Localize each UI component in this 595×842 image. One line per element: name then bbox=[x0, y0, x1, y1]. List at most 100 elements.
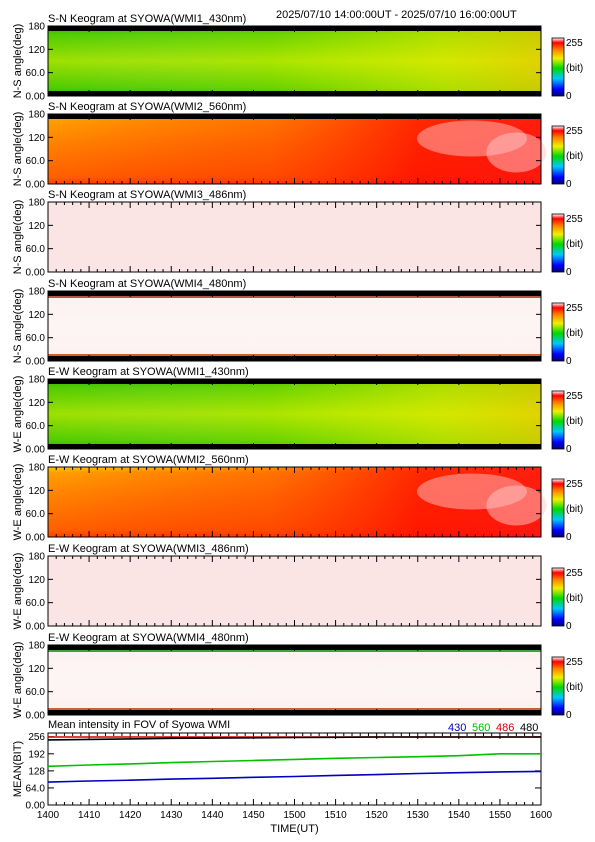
colorbar bbox=[551, 302, 565, 362]
keogram-image-overlay bbox=[48, 202, 541, 272]
y-tick-label: 120 bbox=[28, 221, 45, 232]
y-axis-label: N-S angle(deg) bbox=[12, 24, 24, 99]
panel-title: S-N Keogram at SYOWA(WMI2_560nm) bbox=[48, 101, 246, 113]
x-tick-label: 1430 bbox=[160, 810, 183, 821]
panel-title: E-W Keogram at SYOWA(WMI4_480nm) bbox=[48, 632, 249, 644]
x-axis-label: TIME(UT) bbox=[270, 823, 318, 835]
colorbar-min-label: 0 bbox=[566, 532, 572, 543]
y-tick-label: 60.0 bbox=[26, 333, 46, 344]
series-line-480 bbox=[47, 736, 541, 741]
colorbar-max-label: 255 bbox=[566, 391, 583, 402]
keogram-image-overlay bbox=[48, 291, 541, 361]
x-tick-label: 1500 bbox=[283, 810, 306, 821]
colorbar-unit-label: (bit) bbox=[566, 239, 583, 250]
y-tick-label: 0.00 bbox=[26, 801, 46, 812]
x-tick-label: 1520 bbox=[366, 810, 389, 821]
colorbar-max-label: 255 bbox=[566, 126, 583, 137]
y-tick-label: 60.0 bbox=[26, 156, 46, 167]
keogram-panel: S-N Keogram at SYOWA(WMI1_430nm) 0.00 60.0… bbox=[12, 13, 583, 103]
colorbar bbox=[551, 478, 565, 538]
x-tick-label: 1530 bbox=[407, 810, 430, 821]
y-axis-label: MEAN(BIT) bbox=[12, 741, 24, 797]
colorbar-max-label: 255 bbox=[566, 657, 583, 668]
y-tick-label: 180 bbox=[28, 287, 45, 298]
y-axis-label: W-E angle(deg) bbox=[12, 553, 24, 630]
x-tick-label: 1550 bbox=[489, 810, 512, 821]
series-line-560 bbox=[47, 752, 541, 768]
colorbar-unit-label: (bit) bbox=[566, 328, 583, 339]
y-tick-label: 60.0 bbox=[26, 244, 46, 255]
colorbar-max-label: 255 bbox=[566, 214, 583, 225]
panel-title: S-N Keogram at SYOWA(WMI3_486nm) bbox=[48, 189, 246, 201]
y-tick-label: 120 bbox=[28, 486, 45, 497]
colorbar-unit-label: (bit) bbox=[566, 151, 583, 162]
colorbar-unit-label: (bit) bbox=[566, 416, 583, 427]
y-tick-label: 128 bbox=[28, 766, 45, 777]
time-range-header: 2025/07/10 14:00:00UT - 2025/07/10 16:00… bbox=[276, 9, 517, 21]
panel-title: E-W Keogram at SYOWA(WMI2_560nm) bbox=[48, 454, 249, 466]
keogram-panel: E-W Keogram at SYOWA(WMI2_560nm) 0.00 60.0… bbox=[12, 454, 583, 544]
x-tick-label: 1540 bbox=[448, 810, 471, 821]
y-tick-label: 180 bbox=[28, 198, 45, 209]
keogram-image-overlay bbox=[48, 379, 541, 449]
x-tick-label: 1440 bbox=[201, 810, 224, 821]
colorbar-max-label: 255 bbox=[566, 568, 583, 579]
colorbar-unit-label: (bit) bbox=[566, 504, 583, 515]
y-tick-label: 256 bbox=[28, 732, 45, 743]
panel-title: S-N Keogram at SYOWA(WMI4_480nm) bbox=[48, 278, 246, 290]
y-tick-label: 60.0 bbox=[26, 421, 46, 432]
y-tick-label: 60.0 bbox=[26, 68, 46, 79]
y-tick-label: 120 bbox=[28, 133, 45, 144]
lineplot-frame bbox=[47, 732, 542, 806]
y-tick-label: 60.0 bbox=[26, 687, 46, 698]
keogram-panel: E-W Keogram at SYOWA(WMI1_430nm) 0.00 60.0… bbox=[12, 366, 583, 456]
colorbar-max-label: 255 bbox=[566, 479, 583, 490]
colorbar bbox=[551, 213, 565, 273]
keogram-panel: E-W Keogram at SYOWA(WMI3_486nm) 0.00 60.0… bbox=[12, 543, 583, 633]
colorbar bbox=[551, 567, 565, 627]
y-tick-label: 180 bbox=[28, 375, 45, 386]
keogram-image-overlay bbox=[48, 556, 541, 626]
aurora-core bbox=[486, 485, 547, 526]
y-tick-label: 0.00 bbox=[26, 357, 46, 368]
colorbar-min-label: 0 bbox=[566, 267, 572, 278]
y-tick-label: 0.00 bbox=[26, 92, 46, 103]
y-tick-label: 180 bbox=[28, 22, 45, 33]
colorbar-unit-label: (bit) bbox=[566, 682, 583, 693]
colorbar bbox=[551, 656, 565, 716]
y-tick-label: 60.0 bbox=[26, 509, 46, 520]
y-tick-label: 0.00 bbox=[26, 445, 46, 456]
x-tick-label: 1420 bbox=[119, 810, 142, 821]
y-axis-label: W-E angle(deg) bbox=[12, 642, 24, 719]
legend-entry: 560 bbox=[472, 722, 490, 734]
y-tick-label: 64.0 bbox=[26, 783, 46, 794]
x-tick-label: 1510 bbox=[324, 810, 347, 821]
y-tick-label: 0.00 bbox=[26, 268, 46, 279]
y-axis-label: N-S angle(deg) bbox=[12, 200, 24, 275]
y-tick-label: 120 bbox=[28, 45, 45, 56]
x-tick-label: 1410 bbox=[78, 810, 101, 821]
aurora-core bbox=[486, 132, 547, 173]
x-tick-label: 1600 bbox=[530, 810, 553, 821]
y-tick-label: 180 bbox=[28, 110, 45, 121]
y-axis-label: N-S angle(deg) bbox=[12, 289, 24, 364]
colorbar-min-label: 0 bbox=[566, 91, 572, 102]
y-tick-label: 0.00 bbox=[26, 180, 46, 191]
y-tick-label: 60.0 bbox=[26, 598, 46, 609]
colorbar-unit-label: (bit) bbox=[566, 593, 583, 604]
y-tick-label: 120 bbox=[28, 398, 45, 409]
y-tick-label: 0.00 bbox=[26, 622, 46, 633]
keogram-panel: E-W Keogram at SYOWA(WMI4_480nm) 0.00 60.0… bbox=[12, 632, 583, 722]
y-tick-label: 120 bbox=[28, 310, 45, 321]
panel-title: S-N Keogram at SYOWA(WMI1_430nm) bbox=[48, 13, 246, 25]
colorbar bbox=[551, 125, 565, 185]
x-tick-label: 1450 bbox=[242, 810, 265, 821]
keogram-panel: S-N Keogram at SYOWA(WMI4_480nm) 0.00 60.0… bbox=[12, 278, 583, 368]
colorbar-min-label: 0 bbox=[566, 621, 572, 632]
keogram-panel: S-N Keogram at SYOWA(WMI2_560nm) 0.00 60.0… bbox=[12, 101, 583, 191]
colorbar-min-label: 0 bbox=[566, 710, 572, 721]
y-axis-label: W-E angle(deg) bbox=[12, 376, 24, 453]
colorbar-min-label: 0 bbox=[566, 356, 572, 367]
panel-title: E-W Keogram at SYOWA(WMI3_486nm) bbox=[48, 543, 249, 555]
